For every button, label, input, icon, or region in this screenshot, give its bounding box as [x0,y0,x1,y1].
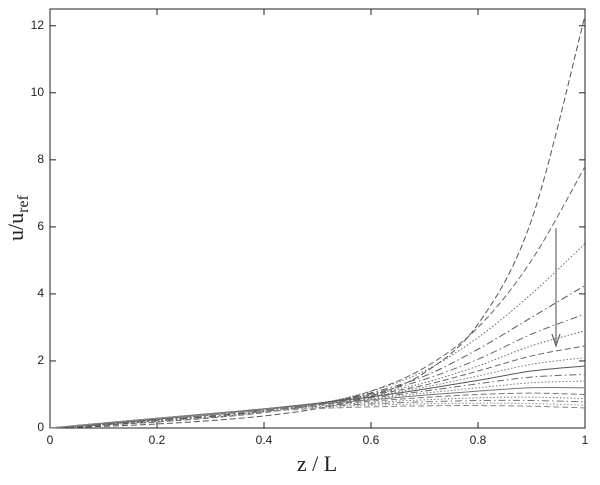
data-line [49,387,586,429]
x-tick-label: 1 [582,433,589,447]
data-line [49,285,586,429]
data-line [49,357,586,429]
y-label-sub: ref [15,194,32,212]
y-tick-label: 6 [37,219,44,233]
x-axis-label: z / L [297,451,337,476]
plot-frame [49,8,586,429]
data-line [49,405,586,429]
x-tick-label: 0.8 [470,433,487,447]
y-label-main: u/u [3,213,28,241]
data-line [49,345,586,429]
y-tick-label: 0 [37,420,44,434]
data-line [49,392,586,429]
y-tick-label: 12 [31,18,45,32]
data-line [49,313,586,429]
x-tick-label: 0.6 [363,433,380,447]
data-line [49,15,586,429]
data-line [49,402,586,429]
y-tick-label: 8 [37,152,44,166]
data-line [49,373,586,429]
y-axis-label: u/uref [3,194,32,241]
x-tick-label: 0.4 [256,433,273,447]
y-tick-label: 2 [37,353,44,367]
annotation-arrow [551,228,561,348]
data-line [49,396,586,429]
y-tick-label: 10 [31,85,45,99]
data-line [49,330,586,429]
x-tick-label: 0.2 [149,433,166,447]
x-tick-label: 0 [47,433,54,447]
y-tick-label: 4 [37,286,44,300]
